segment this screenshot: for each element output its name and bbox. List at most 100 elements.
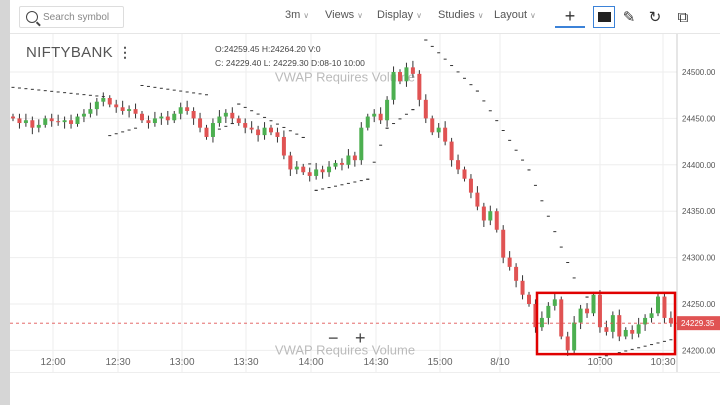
candle-body bbox=[656, 296, 660, 314]
y-tick-label: 24250.00 bbox=[682, 300, 716, 309]
sar-dot bbox=[482, 100, 486, 102]
sar-dot bbox=[288, 130, 292, 132]
candle-body bbox=[346, 155, 351, 165]
sar-dot bbox=[379, 144, 383, 146]
candle-body bbox=[585, 308, 590, 314]
sar-dot bbox=[514, 149, 518, 151]
candle-body bbox=[172, 113, 177, 121]
candle-body bbox=[262, 127, 267, 136]
sar-dot bbox=[95, 95, 99, 97]
candle-body bbox=[294, 166, 299, 170]
candle-body bbox=[17, 118, 22, 124]
x-tick-label: 12:00 bbox=[40, 357, 65, 368]
sar-dot bbox=[559, 246, 563, 248]
views-label: Views bbox=[325, 9, 355, 21]
sar-dot bbox=[475, 90, 479, 92]
zoom-in-button[interactable]: + bbox=[355, 328, 366, 348]
candle-body bbox=[404, 67, 409, 82]
sar-dot bbox=[546, 215, 550, 217]
sar-dot bbox=[443, 58, 447, 60]
candle-body bbox=[591, 294, 596, 314]
candle-body bbox=[597, 294, 602, 328]
candle-body bbox=[243, 123, 248, 128]
candle-body bbox=[81, 113, 86, 117]
popout-icon[interactable]: ⧉ bbox=[677, 8, 689, 26]
candle-body bbox=[339, 162, 344, 165]
interval-menu[interactable]: 3m ∨ bbox=[285, 9, 309, 21]
candle-body bbox=[30, 120, 35, 128]
chart-app: Search symbol 3m ∨ Views ∨ Display ∨ Studie… bbox=[10, 0, 720, 405]
candle-body bbox=[527, 294, 531, 304]
sar-dot bbox=[37, 89, 41, 91]
studies-label: Studies bbox=[438, 9, 475, 21]
more-options-icon[interactable]: ⋮ bbox=[118, 44, 132, 60]
sar-dot bbox=[617, 352, 621, 354]
candle-body bbox=[223, 112, 228, 117]
refresh-icon[interactable]: ↻ bbox=[648, 9, 662, 26]
zoom-out-button[interactable]: − bbox=[328, 328, 339, 348]
chevron-down-icon: ∨ bbox=[416, 11, 422, 20]
studies-menu[interactable]: Studies ∨ bbox=[438, 9, 484, 21]
open-value: O:24259.45 bbox=[215, 44, 260, 54]
candle-body bbox=[159, 116, 164, 119]
sar-dot bbox=[121, 131, 125, 133]
candle-body bbox=[514, 266, 519, 281]
candle-body bbox=[578, 308, 583, 323]
sar-dot bbox=[392, 123, 396, 125]
candle-body bbox=[140, 113, 144, 121]
watermark-top: VWAP Requires Volume bbox=[275, 69, 415, 84]
sar-dot bbox=[366, 178, 370, 180]
sar-dot bbox=[17, 87, 21, 89]
x-tick-label: 12:30 bbox=[105, 357, 130, 368]
candle-body bbox=[165, 116, 170, 121]
candle-body bbox=[210, 123, 215, 137]
candle-body bbox=[533, 304, 538, 328]
layout-menu[interactable]: Layout ∨ bbox=[494, 9, 536, 21]
candle-body bbox=[365, 116, 370, 128]
sar-dot bbox=[430, 45, 434, 47]
search-placeholder: Search symbol bbox=[43, 11, 110, 23]
candle-body bbox=[23, 120, 28, 124]
candle-body bbox=[288, 155, 293, 170]
candle-body bbox=[359, 127, 364, 161]
sar-dot bbox=[424, 39, 428, 41]
sar-dot bbox=[372, 161, 376, 163]
y-tick-label: 24450.00 bbox=[682, 114, 716, 123]
crosshair-icon[interactable]: + bbox=[555, 6, 585, 28]
comment-icon[interactable] bbox=[593, 6, 615, 28]
chevron-down-icon: ∨ bbox=[357, 11, 364, 20]
pencil-icon[interactable]: ✎ bbox=[622, 9, 636, 26]
candle-body bbox=[468, 178, 473, 193]
sar-dot bbox=[146, 85, 150, 87]
candle-body bbox=[301, 166, 306, 173]
sar-dot bbox=[63, 92, 67, 94]
sar-dot bbox=[463, 77, 466, 79]
candle-body bbox=[275, 132, 280, 137]
sar-dot bbox=[263, 116, 267, 118]
sar-dot bbox=[140, 84, 144, 86]
sar-dot bbox=[540, 200, 544, 202]
candle-body bbox=[249, 127, 254, 130]
sar-dot bbox=[11, 86, 15, 88]
sar-dot bbox=[24, 88, 28, 90]
views-menu[interactable]: Views ∨ bbox=[325, 9, 363, 21]
candle-body bbox=[430, 118, 435, 133]
sar-dot bbox=[437, 52, 441, 54]
sar-dot bbox=[250, 110, 254, 112]
candle-body bbox=[178, 107, 183, 114]
x-tick-label: 14:30 bbox=[363, 357, 388, 368]
sar-dot bbox=[192, 92, 196, 94]
candle-body bbox=[410, 67, 415, 74]
sar-dot bbox=[108, 135, 112, 137]
x-tick-label: 13:00 bbox=[169, 357, 194, 368]
sar-dot bbox=[340, 184, 344, 186]
search-input[interactable]: Search symbol bbox=[19, 6, 124, 28]
candle-body bbox=[552, 299, 557, 306]
candle-body bbox=[236, 118, 241, 124]
price-chart[interactable]: 12:00 12:30 13:00 13:30 14:00 14:30 15:00 8/10 1… bbox=[10, 34, 720, 372]
sar-dot bbox=[237, 103, 241, 105]
sar-dot bbox=[456, 71, 460, 73]
display-menu[interactable]: Display ∨ bbox=[377, 9, 422, 21]
candle-body bbox=[217, 116, 222, 124]
candle-body bbox=[391, 72, 396, 100]
